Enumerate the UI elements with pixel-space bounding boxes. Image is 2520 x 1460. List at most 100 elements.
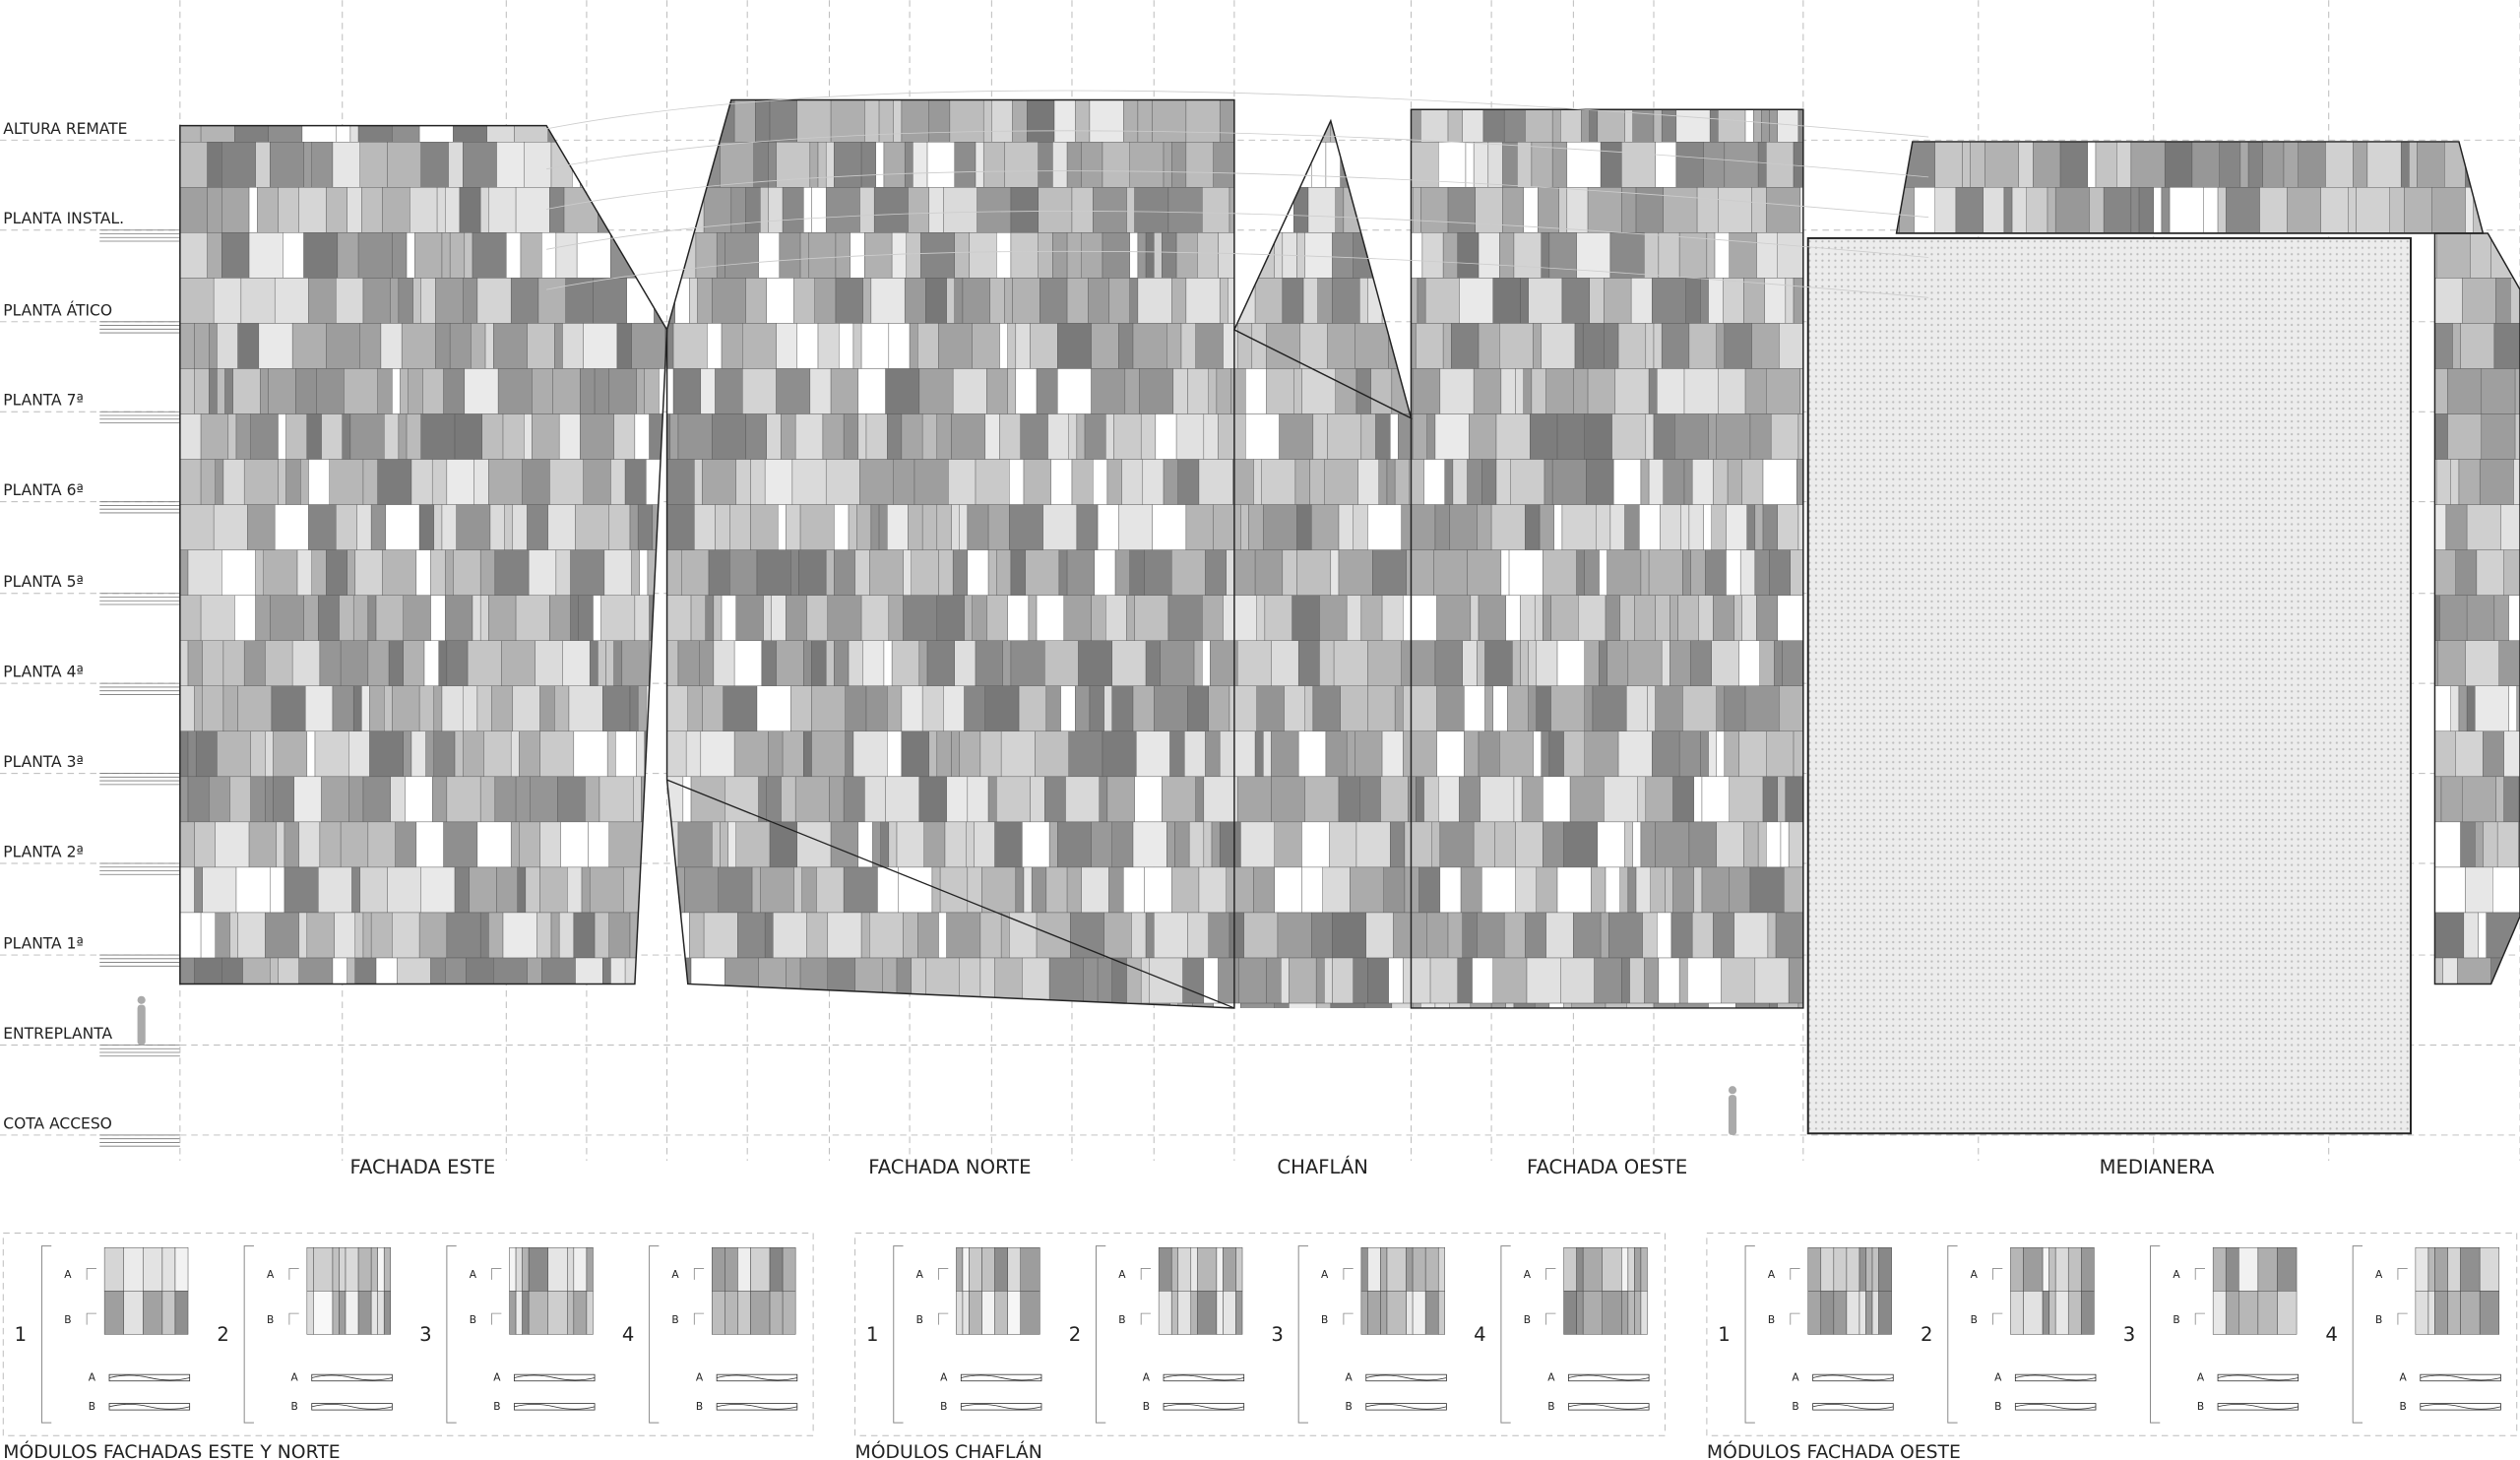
facade-panel (222, 459, 245, 505)
arc (546, 130, 1929, 178)
facade-panel (1470, 595, 1480, 641)
module-panel (2277, 1246, 2298, 1292)
facade-panel (217, 323, 238, 369)
module-panel (1170, 1246, 1178, 1292)
module-panel (1627, 1291, 1635, 1335)
facade-panel (1111, 821, 1134, 868)
facade-panel (1934, 187, 1957, 233)
facade-panel (694, 459, 703, 505)
facade-panel (865, 413, 888, 460)
module-panel (2054, 1291, 2069, 1335)
facade-panel (827, 957, 855, 1004)
facade-panel (1431, 821, 1441, 868)
facade-panel (685, 730, 702, 778)
plan-wave (1568, 1403, 1650, 1410)
facade-panel (1193, 640, 1203, 686)
row-label: A (2375, 1268, 2383, 1281)
facade-panel (1015, 323, 1031, 369)
facade-panel (257, 187, 279, 233)
facade-panel (1769, 99, 1778, 143)
facade-panel (859, 459, 894, 505)
facade-panel (959, 730, 981, 778)
facade-panel (1145, 232, 1155, 279)
facade-panel (878, 99, 894, 143)
facade-panel (578, 595, 594, 641)
facade-panel (1132, 323, 1167, 369)
facade-panel (202, 866, 237, 914)
facade-panel (984, 413, 1000, 460)
facade-panel (2379, 99, 2402, 143)
facade-panel (2359, 99, 2381, 143)
facade-panel (1327, 323, 1355, 369)
plan-wave (1163, 1374, 1244, 1381)
facade-panel (677, 821, 713, 868)
facade-panel (699, 640, 715, 686)
facade-panel (2434, 99, 2443, 143)
facade-panel (877, 866, 899, 914)
facade-panel (975, 640, 1003, 686)
facade-panel (1338, 549, 1373, 596)
facade-panel (1665, 866, 1673, 914)
facade-panel (809, 368, 832, 414)
facade-panel (799, 957, 829, 1004)
facade-panel (1743, 278, 1765, 324)
human-figure (137, 995, 146, 1004)
module-panel (1621, 1246, 1629, 1292)
facade-panel (822, 413, 845, 460)
facade-panel (2116, 142, 2132, 188)
facade-panel (2217, 187, 2227, 233)
facade-panel (441, 232, 451, 279)
facade-panel (207, 142, 222, 188)
facade-panel (1163, 459, 1178, 505)
facade-panel (1195, 776, 1205, 823)
facade-panel (1436, 595, 1472, 641)
facade-panel (1076, 504, 1099, 550)
module-panel (2225, 1291, 2239, 1335)
facade-panel (1648, 549, 1683, 596)
facade-panel (1134, 776, 1163, 823)
facade-panel (430, 549, 446, 596)
facade-panel (1312, 413, 1328, 460)
facade-panel (1738, 640, 1760, 686)
facade-panel (298, 912, 308, 959)
facade-panel (1500, 549, 1510, 596)
facade-panel (1520, 595, 1536, 641)
facade-panel (2516, 685, 2520, 732)
module-panel (2054, 1246, 2069, 1292)
facade-panel (209, 323, 218, 369)
facade-panel (1068, 413, 1078, 460)
facade-panel (370, 912, 393, 959)
facade-panel (859, 187, 875, 233)
facade-panel (1507, 685, 1529, 732)
facade-panel (1703, 504, 1712, 550)
facade-panel (615, 730, 637, 778)
module-panel (2434, 1291, 2448, 1335)
facade-panel (695, 232, 718, 279)
module-panel (1437, 1246, 1446, 1292)
arc (546, 250, 1929, 298)
facade-panel (1315, 1002, 1332, 1008)
facade-panel (2020, 99, 2054, 143)
facade-panel (1520, 278, 1529, 324)
facade-panel (2450, 685, 2460, 732)
facade-panel (298, 821, 321, 868)
facade-panel (875, 1002, 885, 1008)
facade-panel (2431, 866, 2466, 914)
facade-panel (1332, 957, 1354, 1004)
facade-panel (510, 821, 520, 868)
facade-panel (2239, 142, 2249, 188)
facade-panel (1355, 142, 1384, 188)
facade-panel (1354, 323, 1389, 369)
facade-panel (880, 821, 890, 868)
facade-panel (825, 142, 835, 188)
facade-panel (720, 821, 728, 868)
facade-panel (1525, 912, 1546, 959)
facade-panel (362, 278, 391, 324)
plan-wave (1812, 1374, 1894, 1381)
facade-panel (803, 187, 812, 233)
bracket (1297, 1245, 1308, 1424)
facade-panel (362, 459, 378, 505)
facade-panel (1825, 99, 1841, 143)
module-panel (712, 1246, 725, 1292)
facade-panel (999, 323, 1008, 369)
